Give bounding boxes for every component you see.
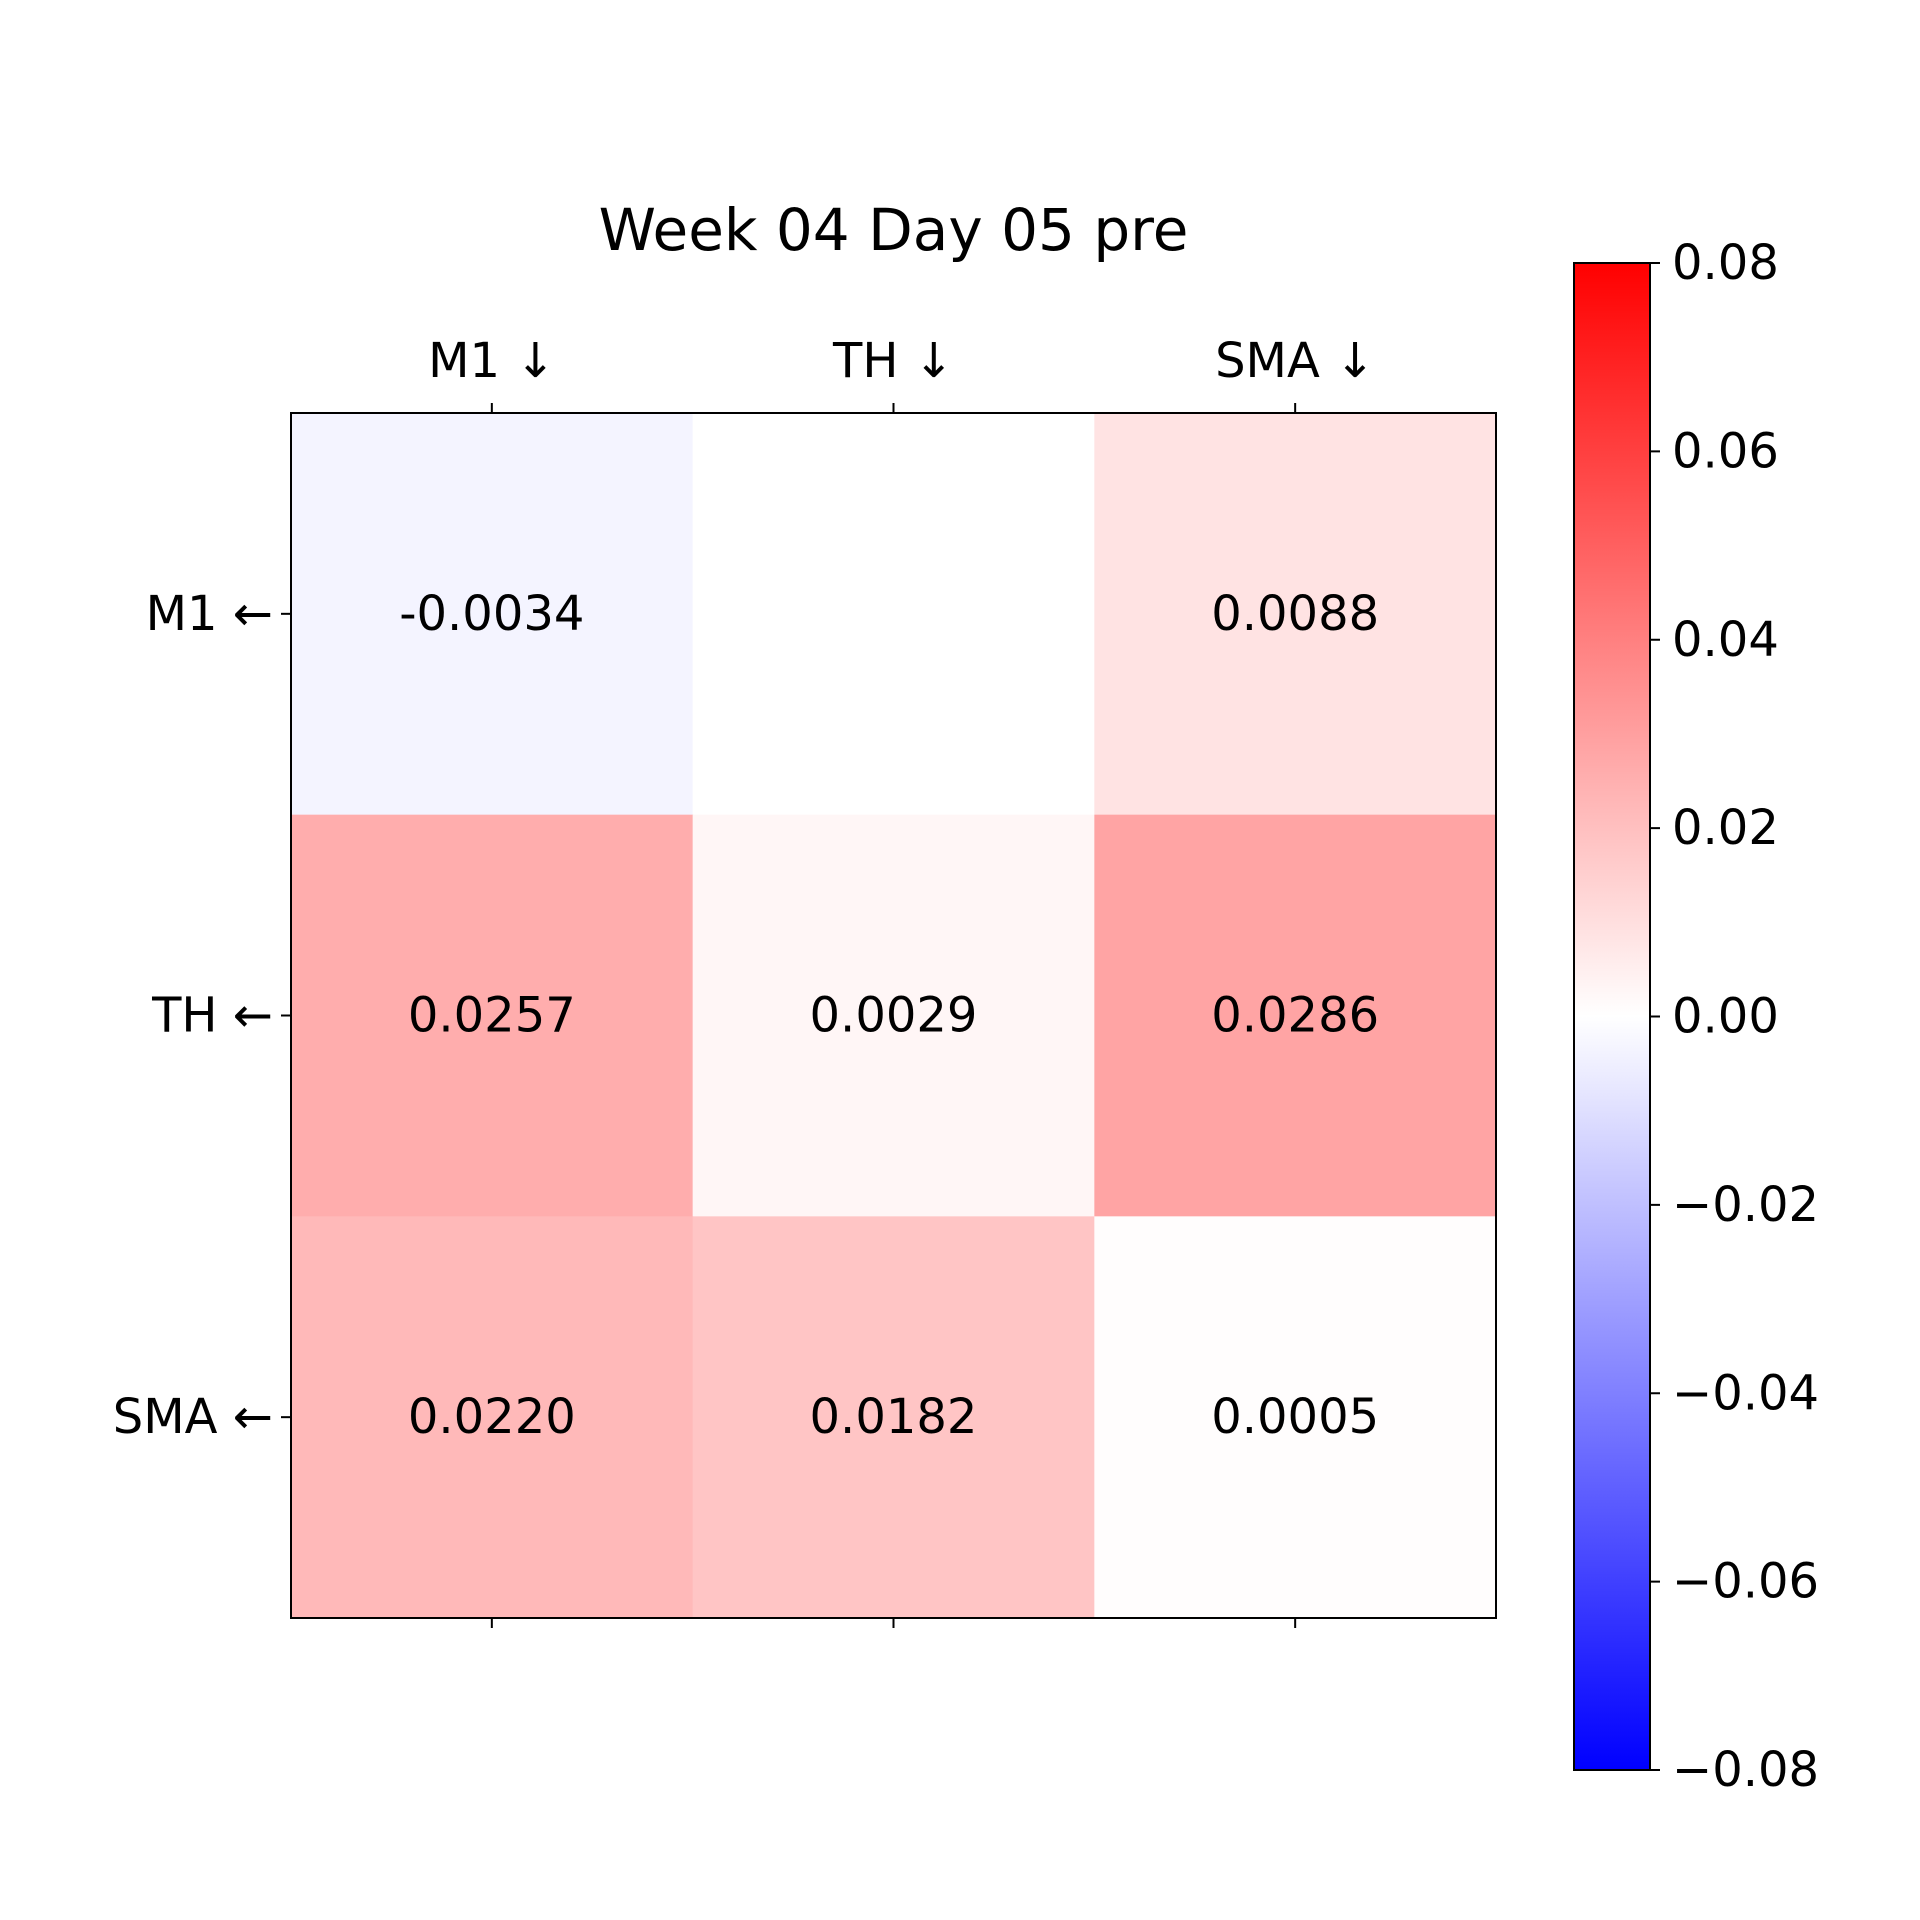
colorbar-tick-label: −0.04 <box>1672 1365 1819 1421</box>
colorbar-gradient <box>1573 262 1651 1771</box>
colorbar-tick-label: 0.00 <box>1672 989 1779 1045</box>
colorbar-tick-label: −0.08 <box>1672 1742 1819 1798</box>
heatmap-cell <box>692 413 1095 816</box>
y-tick-label: M1 ← <box>146 586 273 642</box>
cell-value-label: 0.0029 <box>810 988 978 1044</box>
heatmap-cell <box>692 814 1095 1217</box>
heatmap-cell <box>692 1216 1095 1619</box>
heatmap-cell <box>1094 413 1497 816</box>
cell-value-label: 0.0005 <box>1211 1389 1379 1445</box>
colorbar-tick-label: 0.08 <box>1672 235 1779 291</box>
heatmap-cell <box>291 413 694 816</box>
heatmap-cell <box>1094 814 1497 1217</box>
colorbar-tick-label: −0.02 <box>1672 1177 1819 1233</box>
heatmap-cell <box>291 1216 694 1619</box>
cell-value-label: 0.0220 <box>408 1389 576 1445</box>
x-tick-label: SMA ↓ <box>1215 333 1375 389</box>
x-tick-label: TH ↓ <box>832 333 954 389</box>
cell-value-label: 0.0182 <box>810 1389 978 1445</box>
chart-title: Week 04 Day 05 pre <box>599 196 1189 264</box>
cell-value-label: -0.0034 <box>399 586 584 642</box>
x-tick-label: M1 ↓ <box>428 333 555 389</box>
cell-value-label: 0.0286 <box>1211 988 1379 1044</box>
heatmap-cell <box>1094 1216 1497 1619</box>
colorbar-tick-label: 0.02 <box>1672 800 1779 856</box>
heatmap-cell <box>291 814 694 1217</box>
colorbar-tick-label: 0.04 <box>1672 612 1779 668</box>
y-tick-label: SMA ← <box>113 1389 273 1445</box>
colorbar-tick-label: −0.06 <box>1672 1554 1819 1610</box>
cell-value-label: 0.0257 <box>408 988 576 1044</box>
y-tick-label: TH ← <box>151 988 273 1044</box>
colorbar-tick-label: 0.06 <box>1672 423 1779 479</box>
cell-value-label: 0.0088 <box>1211 586 1379 642</box>
